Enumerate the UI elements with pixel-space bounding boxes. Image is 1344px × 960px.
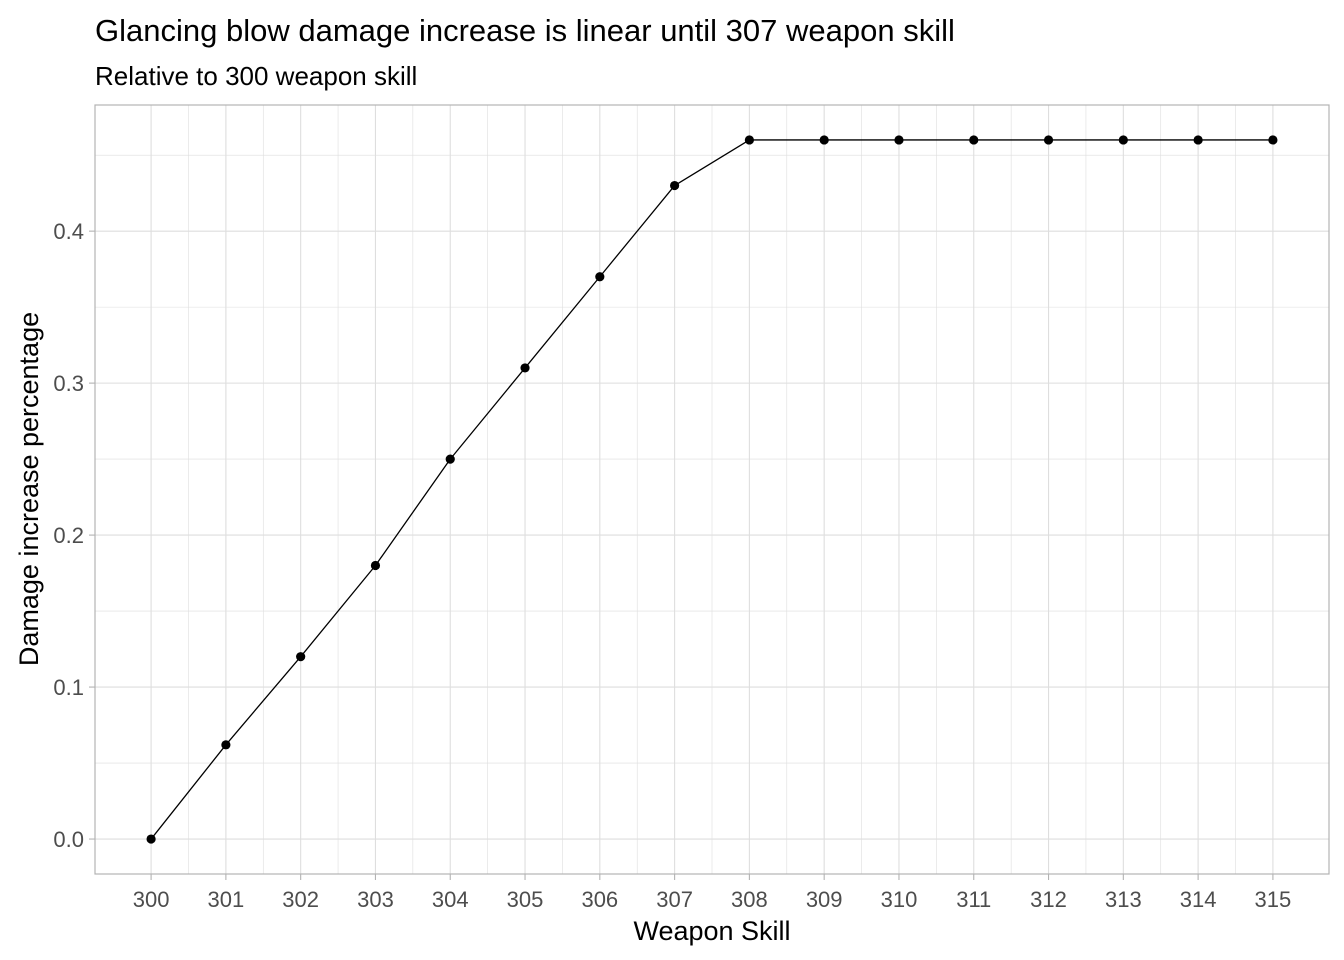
x-axis-title: Weapon Skill <box>633 916 790 946</box>
y-axis-tick-labels: 0.0 0.1 0.2 0.3 0.4 <box>53 219 84 852</box>
data-point <box>969 135 979 145</box>
x-tick-label: 313 <box>1105 887 1142 912</box>
x-tick-label: 311 <box>956 887 991 912</box>
x-tick-label: 302 <box>282 887 319 912</box>
data-point <box>819 135 829 145</box>
data-point <box>1043 135 1054 145</box>
x-tick-label: 315 <box>1255 887 1292 912</box>
data-point <box>1193 135 1203 145</box>
data-point <box>520 363 530 373</box>
x-tick-label: 310 <box>881 887 918 912</box>
x-tick-label: 312 <box>1030 887 1067 912</box>
data-point <box>1118 135 1128 145</box>
x-tick-label: 303 <box>357 887 394 912</box>
x-tick-label: 300 <box>133 887 170 912</box>
data-point <box>744 135 754 145</box>
x-tick-label: 314 <box>1180 887 1217 912</box>
data-point <box>1268 135 1278 145</box>
y-tick-label: 0.3 <box>53 371 84 396</box>
x-tick-label: 309 <box>806 887 843 912</box>
axis-ticks <box>89 230 1274 880</box>
chart-subtitle: Relative to 300 weapon skill <box>95 61 417 91</box>
y-tick-label: 0.1 <box>53 675 84 700</box>
x-tick-label: 305 <box>507 887 544 912</box>
plot-panel-border <box>94 104 1330 875</box>
data-point <box>296 652 306 662</box>
data-point <box>146 834 156 844</box>
data-point <box>221 740 231 750</box>
data-point <box>595 272 605 282</box>
x-tick-label: 307 <box>656 887 693 912</box>
y-tick-label: 0.0 <box>53 827 84 852</box>
x-tick-label: 304 <box>432 887 469 912</box>
data-point <box>894 135 904 145</box>
x-tick-label: 308 <box>731 887 768 912</box>
y-tick-label: 0.4 <box>53 219 84 244</box>
data-series <box>146 135 1278 844</box>
x-axis-tick-labels: 300 301 302 303 304 305 306 307 308 309 310 311 312 3… <box>133 887 1292 912</box>
x-tick-label: 301 <box>208 887 245 912</box>
x-tick-label: 306 <box>581 887 618 912</box>
chart-title: Glancing blow damage increase is linear … <box>95 13 955 48</box>
data-point <box>445 454 455 464</box>
y-tick-label: 0.2 <box>53 523 84 548</box>
data-point <box>370 560 381 571</box>
series-line <box>150 139 1273 840</box>
y-axis-title: Damage increase percentage <box>14 312 44 666</box>
data-point <box>670 180 680 191</box>
minor-gridlines <box>95 105 1329 874</box>
